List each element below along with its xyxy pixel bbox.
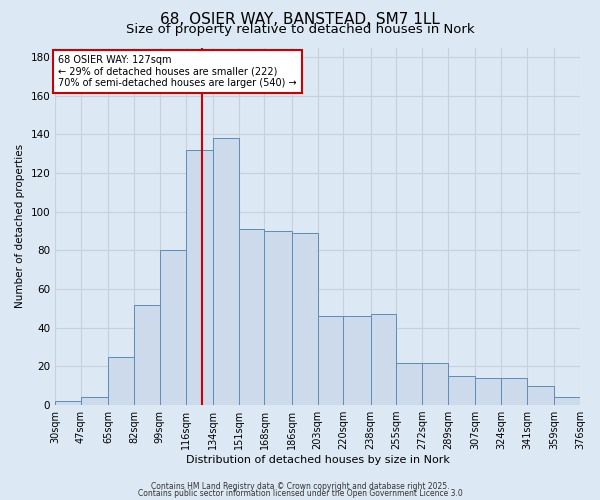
Bar	[265, 231, 292, 405]
Bar	[475, 378, 501, 405]
Bar	[448, 376, 475, 405]
Bar	[554, 398, 580, 405]
Text: Contains public sector information licensed under the Open Government Licence 3.: Contains public sector information licen…	[137, 489, 463, 498]
Bar	[527, 386, 554, 405]
X-axis label: Distribution of detached houses by size in Nork: Distribution of detached houses by size …	[185, 455, 449, 465]
Bar	[397, 362, 422, 405]
Text: Size of property relative to detached houses in Nork: Size of property relative to detached ho…	[125, 22, 475, 36]
Bar	[213, 138, 239, 405]
Bar	[239, 229, 265, 405]
Bar	[580, 398, 600, 405]
Bar	[160, 250, 185, 405]
Y-axis label: Number of detached properties: Number of detached properties	[15, 144, 25, 308]
Bar	[371, 314, 397, 405]
Text: 68, OSIER WAY, BANSTEAD, SM7 1LL: 68, OSIER WAY, BANSTEAD, SM7 1LL	[160, 12, 440, 28]
Bar	[501, 378, 527, 405]
Text: 68 OSIER WAY: 127sqm
← 29% of detached houses are smaller (222)
70% of semi-deta: 68 OSIER WAY: 127sqm ← 29% of detached h…	[58, 55, 297, 88]
Bar	[343, 316, 371, 405]
Bar	[55, 401, 81, 405]
Bar	[317, 316, 343, 405]
Bar	[185, 150, 213, 405]
Text: Contains HM Land Registry data © Crown copyright and database right 2025.: Contains HM Land Registry data © Crown c…	[151, 482, 449, 491]
Bar	[422, 362, 448, 405]
Bar	[134, 304, 160, 405]
Bar	[108, 357, 134, 405]
Bar	[292, 233, 317, 405]
Bar	[81, 398, 108, 405]
